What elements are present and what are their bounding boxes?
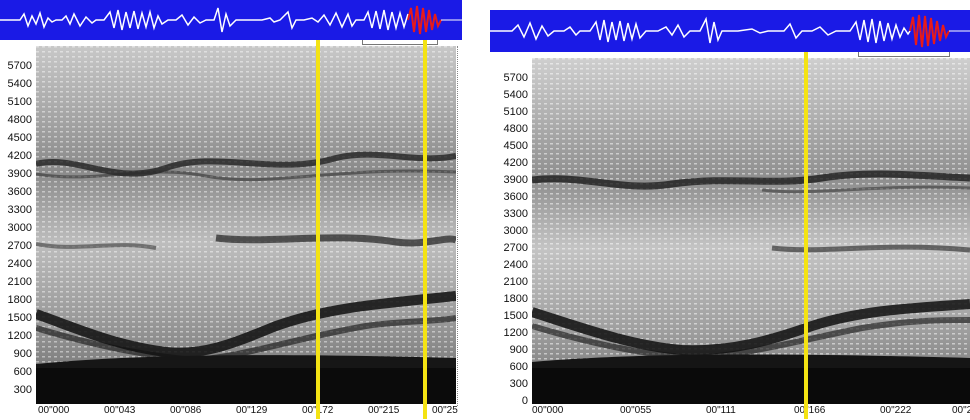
y-tick-label: 4800 (503, 123, 528, 135)
y-tick-label: 900 (13, 348, 32, 360)
spectrogram-panel-left: 5700 5400 5100 4800 4500 4200 3900 3600 … (0, 0, 462, 419)
x-axis-left: 00"000 00"043 00"086 00"129 00"172 00"21… (36, 406, 462, 420)
x-tick-label: 00"215 (368, 405, 400, 416)
plot-edge-left (457, 46, 458, 406)
y-tick-label: 3900 (7, 168, 32, 180)
y-tick-label: 4200 (7, 150, 32, 162)
spectrogram-image-right[interactable] (532, 58, 970, 404)
x-tick-label: 00"129 (236, 405, 268, 416)
y-tick-label: 2700 (7, 240, 32, 252)
x-tick-label: 00"278 (952, 405, 970, 416)
y-tick-label: 1200 (503, 327, 528, 339)
y-tick-label: 5100 (503, 106, 528, 118)
cursor-marker-left-1[interactable] (316, 40, 320, 419)
y-tick-label: 5400 (503, 89, 528, 101)
x-tick-label: 00"222 (880, 405, 912, 416)
spectrogram-texture-right (532, 58, 970, 404)
y-tick-label: 1800 (503, 293, 528, 305)
y-tick-label: 300 (13, 384, 32, 396)
y-tick-label: 900 (509, 344, 528, 356)
y-tick-label: 600 (13, 366, 32, 378)
x-axis-right: 00"000 00"055 00"111 00"166 00"222 00"27… (532, 406, 970, 420)
x-tick-label: 00"000 (38, 405, 70, 416)
y-tick-label: 1500 (503, 310, 528, 322)
y-tick-label: 1800 (7, 294, 32, 306)
y-tick-label: 4200 (503, 157, 528, 169)
y-tick-label: 600 (509, 361, 528, 373)
selection-bracket-left (362, 40, 438, 45)
y-tick-label: 3300 (503, 208, 528, 220)
y-tick-label: 1200 (7, 330, 32, 342)
y-tick-label: 0 (521, 395, 528, 407)
x-tick-label: 00"000 (532, 405, 564, 416)
x-tick-label: 00"111 (706, 405, 736, 416)
y-tick-label: 2400 (503, 259, 528, 271)
waveform-overview-right[interactable] (490, 10, 970, 52)
waveform-trace-right (490, 14, 970, 48)
y-tick-label: 3300 (7, 204, 32, 216)
cursor-marker-right[interactable] (804, 52, 808, 419)
x-tick-label: 00"086 (170, 405, 202, 416)
y-tick-label: 5700 (503, 72, 528, 84)
y-tick-label: 2100 (503, 276, 528, 288)
y-tick-label: 5700 (7, 60, 32, 72)
spectrogram-texture-left (36, 46, 456, 404)
y-tick-label: 1500 (7, 312, 32, 324)
spectrogram-panel-right: 5700 5400 5100 4800 4500 4200 3900 3600 … (490, 0, 970, 419)
y-tick-label: 2400 (7, 258, 32, 270)
y-tick-label: 5100 (7, 96, 32, 108)
x-tick-label: 00"055 (620, 405, 652, 416)
y-tick-label: 2100 (7, 276, 32, 288)
cursor-marker-left-2[interactable] (423, 40, 427, 419)
y-tick-label: 2700 (503, 242, 528, 254)
y-tick-label: 300 (509, 378, 528, 390)
y-tick-label: 4800 (7, 114, 32, 126)
x-tick-label: 00"166 (794, 405, 826, 416)
y-tick-label: 3600 (7, 186, 32, 198)
y-tick-label: 3600 (503, 191, 528, 203)
spectrogram-image-left[interactable] (36, 46, 456, 404)
y-tick-label: 4500 (7, 132, 32, 144)
waveform-trace-left (0, 5, 462, 35)
waveform-overview-left[interactable] (0, 0, 462, 40)
y-tick-label: 4500 (503, 140, 528, 152)
selection-bracket-right (858, 52, 950, 57)
x-tick-label: 00"25 (432, 405, 458, 416)
y-tick-label: 3000 (7, 222, 32, 234)
x-tick-label: 00"043 (104, 405, 136, 416)
y-tick-label: 3000 (503, 225, 528, 237)
y-tick-label: 5400 (7, 78, 32, 90)
y-tick-label: 3900 (503, 174, 528, 186)
